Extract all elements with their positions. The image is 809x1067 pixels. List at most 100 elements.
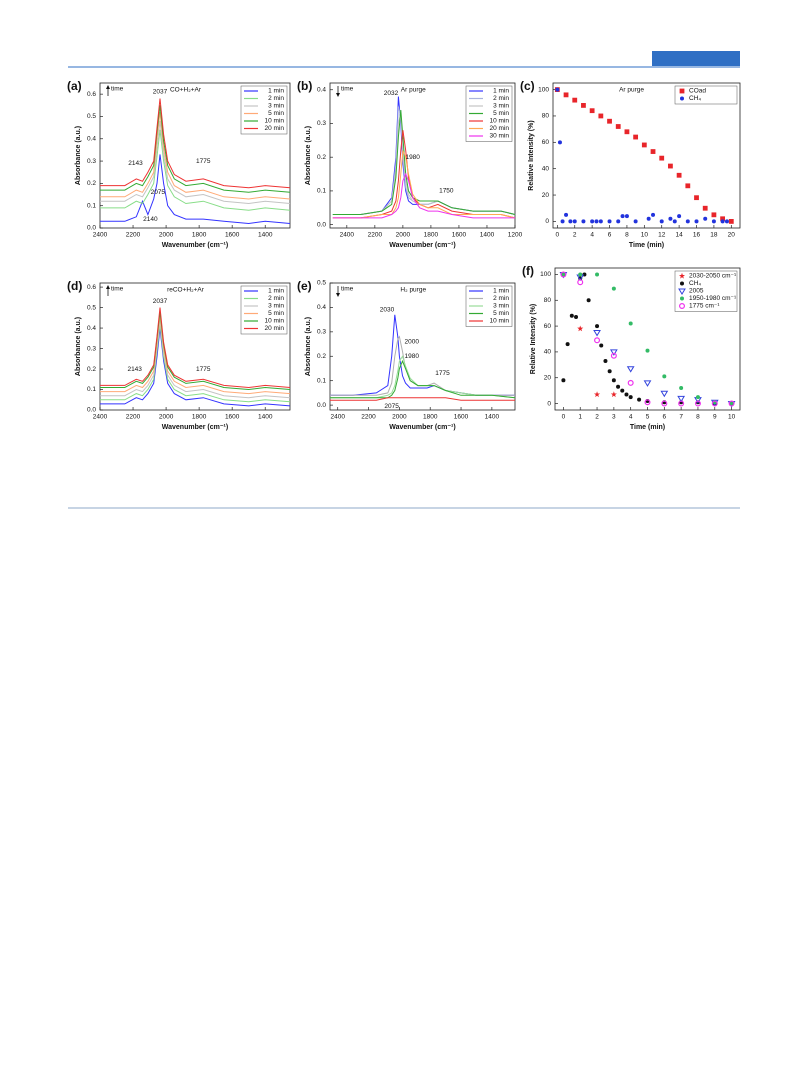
point xyxy=(728,219,734,224)
y-tick-label: 0 xyxy=(547,400,551,407)
annotation: 1980 xyxy=(404,353,419,360)
point xyxy=(560,219,565,224)
x-tick-label: 6 xyxy=(608,232,612,239)
panel-label: (e) xyxy=(297,279,312,293)
y-tick-label: 0.5 xyxy=(317,280,326,287)
x-axis-label: Wavenumber (cm⁻¹) xyxy=(389,424,455,431)
annotation: 2030 xyxy=(380,307,395,314)
point xyxy=(694,219,699,224)
point xyxy=(595,324,600,329)
point xyxy=(610,391,617,398)
spectrum-line xyxy=(100,105,291,193)
y-tick-label: 0.3 xyxy=(317,120,326,127)
point xyxy=(590,219,595,224)
spectrum-line xyxy=(330,335,515,396)
point xyxy=(603,358,608,363)
legend-label: 5 min xyxy=(268,310,284,317)
point xyxy=(711,219,716,224)
x-tick-label: 1 xyxy=(578,414,582,421)
point xyxy=(672,219,677,224)
point xyxy=(662,374,667,379)
legend-label: 20 min xyxy=(264,325,284,332)
time-arrow-head xyxy=(106,285,110,289)
legend-label: 10 min xyxy=(264,118,284,125)
spectrum-line xyxy=(332,172,515,219)
time-arrow-head xyxy=(106,85,110,89)
point xyxy=(711,400,718,407)
legend-label: 10 min xyxy=(489,318,509,325)
panel-label: (f) xyxy=(522,264,534,278)
y-tick-label: 0.3 xyxy=(87,158,96,165)
y-tick-label: 60 xyxy=(544,323,552,330)
legend-swatch xyxy=(680,296,684,301)
point xyxy=(577,325,584,332)
point xyxy=(694,400,701,407)
annotation: 2140 xyxy=(143,216,158,223)
point xyxy=(668,163,673,169)
point xyxy=(627,379,634,386)
point xyxy=(607,219,612,224)
point xyxy=(720,216,726,222)
point xyxy=(633,134,639,140)
x-tick-label: 2400 xyxy=(330,414,345,421)
point xyxy=(685,219,690,224)
x-tick-label: 2000 xyxy=(392,414,407,421)
legend-swatch xyxy=(680,96,684,101)
point xyxy=(677,395,686,403)
panel-label: (c) xyxy=(520,79,535,93)
point xyxy=(643,380,652,387)
point xyxy=(595,272,600,277)
annotation: 2143 xyxy=(127,366,142,373)
plot-frame xyxy=(329,82,516,229)
y-tick-label: 0.1 xyxy=(87,202,96,209)
x-tick-label: 0 xyxy=(562,414,566,421)
x-tick-label: 1400 xyxy=(258,232,273,239)
legend-box xyxy=(674,85,738,105)
point xyxy=(577,279,584,286)
y-tick-label: 0.2 xyxy=(317,154,326,161)
y-tick-label: 80 xyxy=(544,297,552,304)
chart-title: Ar purge xyxy=(619,87,644,94)
point xyxy=(564,212,569,217)
legend-swatch xyxy=(678,288,686,295)
x-tick-label: 14 xyxy=(675,232,683,239)
point xyxy=(563,92,569,98)
annotation: 2075 xyxy=(384,403,399,410)
annotation: 1775 xyxy=(196,158,211,165)
point xyxy=(724,219,729,224)
y-tick-label: 100 xyxy=(538,86,549,93)
point xyxy=(711,212,717,218)
annotation: 1980 xyxy=(405,154,420,161)
legend-label: 3 min xyxy=(268,103,284,110)
legend-label: 2 min xyxy=(493,95,509,102)
y-axis-label: Absorbance (a.u.) xyxy=(305,317,312,376)
y-tick-label: 0.5 xyxy=(87,304,96,311)
y-tick-label: 0.3 xyxy=(87,345,96,352)
x-tick-label: 8 xyxy=(696,414,700,421)
point xyxy=(628,321,633,326)
y-tick-label: 0.0 xyxy=(317,402,326,409)
x-tick-label: 1600 xyxy=(225,232,240,239)
legend-label: 2 min xyxy=(493,295,509,302)
x-tick-label: 1800 xyxy=(424,232,439,239)
x-tick-label: 10 xyxy=(728,414,736,421)
x-tick-label: 2400 xyxy=(93,414,108,421)
point xyxy=(659,219,664,224)
x-tick-label: 1400 xyxy=(258,414,273,421)
legend-label: 2 min xyxy=(268,295,284,302)
y-tick-label: 0.6 xyxy=(87,91,96,98)
panel-label: (b) xyxy=(297,79,312,93)
x-tick-label: 2400 xyxy=(340,232,355,239)
y-tick-label: 20 xyxy=(544,374,552,381)
annotation: 2032 xyxy=(384,90,399,97)
time-arrow-head xyxy=(336,293,340,297)
point xyxy=(586,298,591,303)
point xyxy=(678,400,685,407)
point xyxy=(685,183,691,189)
point xyxy=(609,349,618,356)
point xyxy=(616,384,621,389)
y-tick-label: 0.0 xyxy=(317,221,326,228)
y-tick-label: 40 xyxy=(544,349,552,356)
